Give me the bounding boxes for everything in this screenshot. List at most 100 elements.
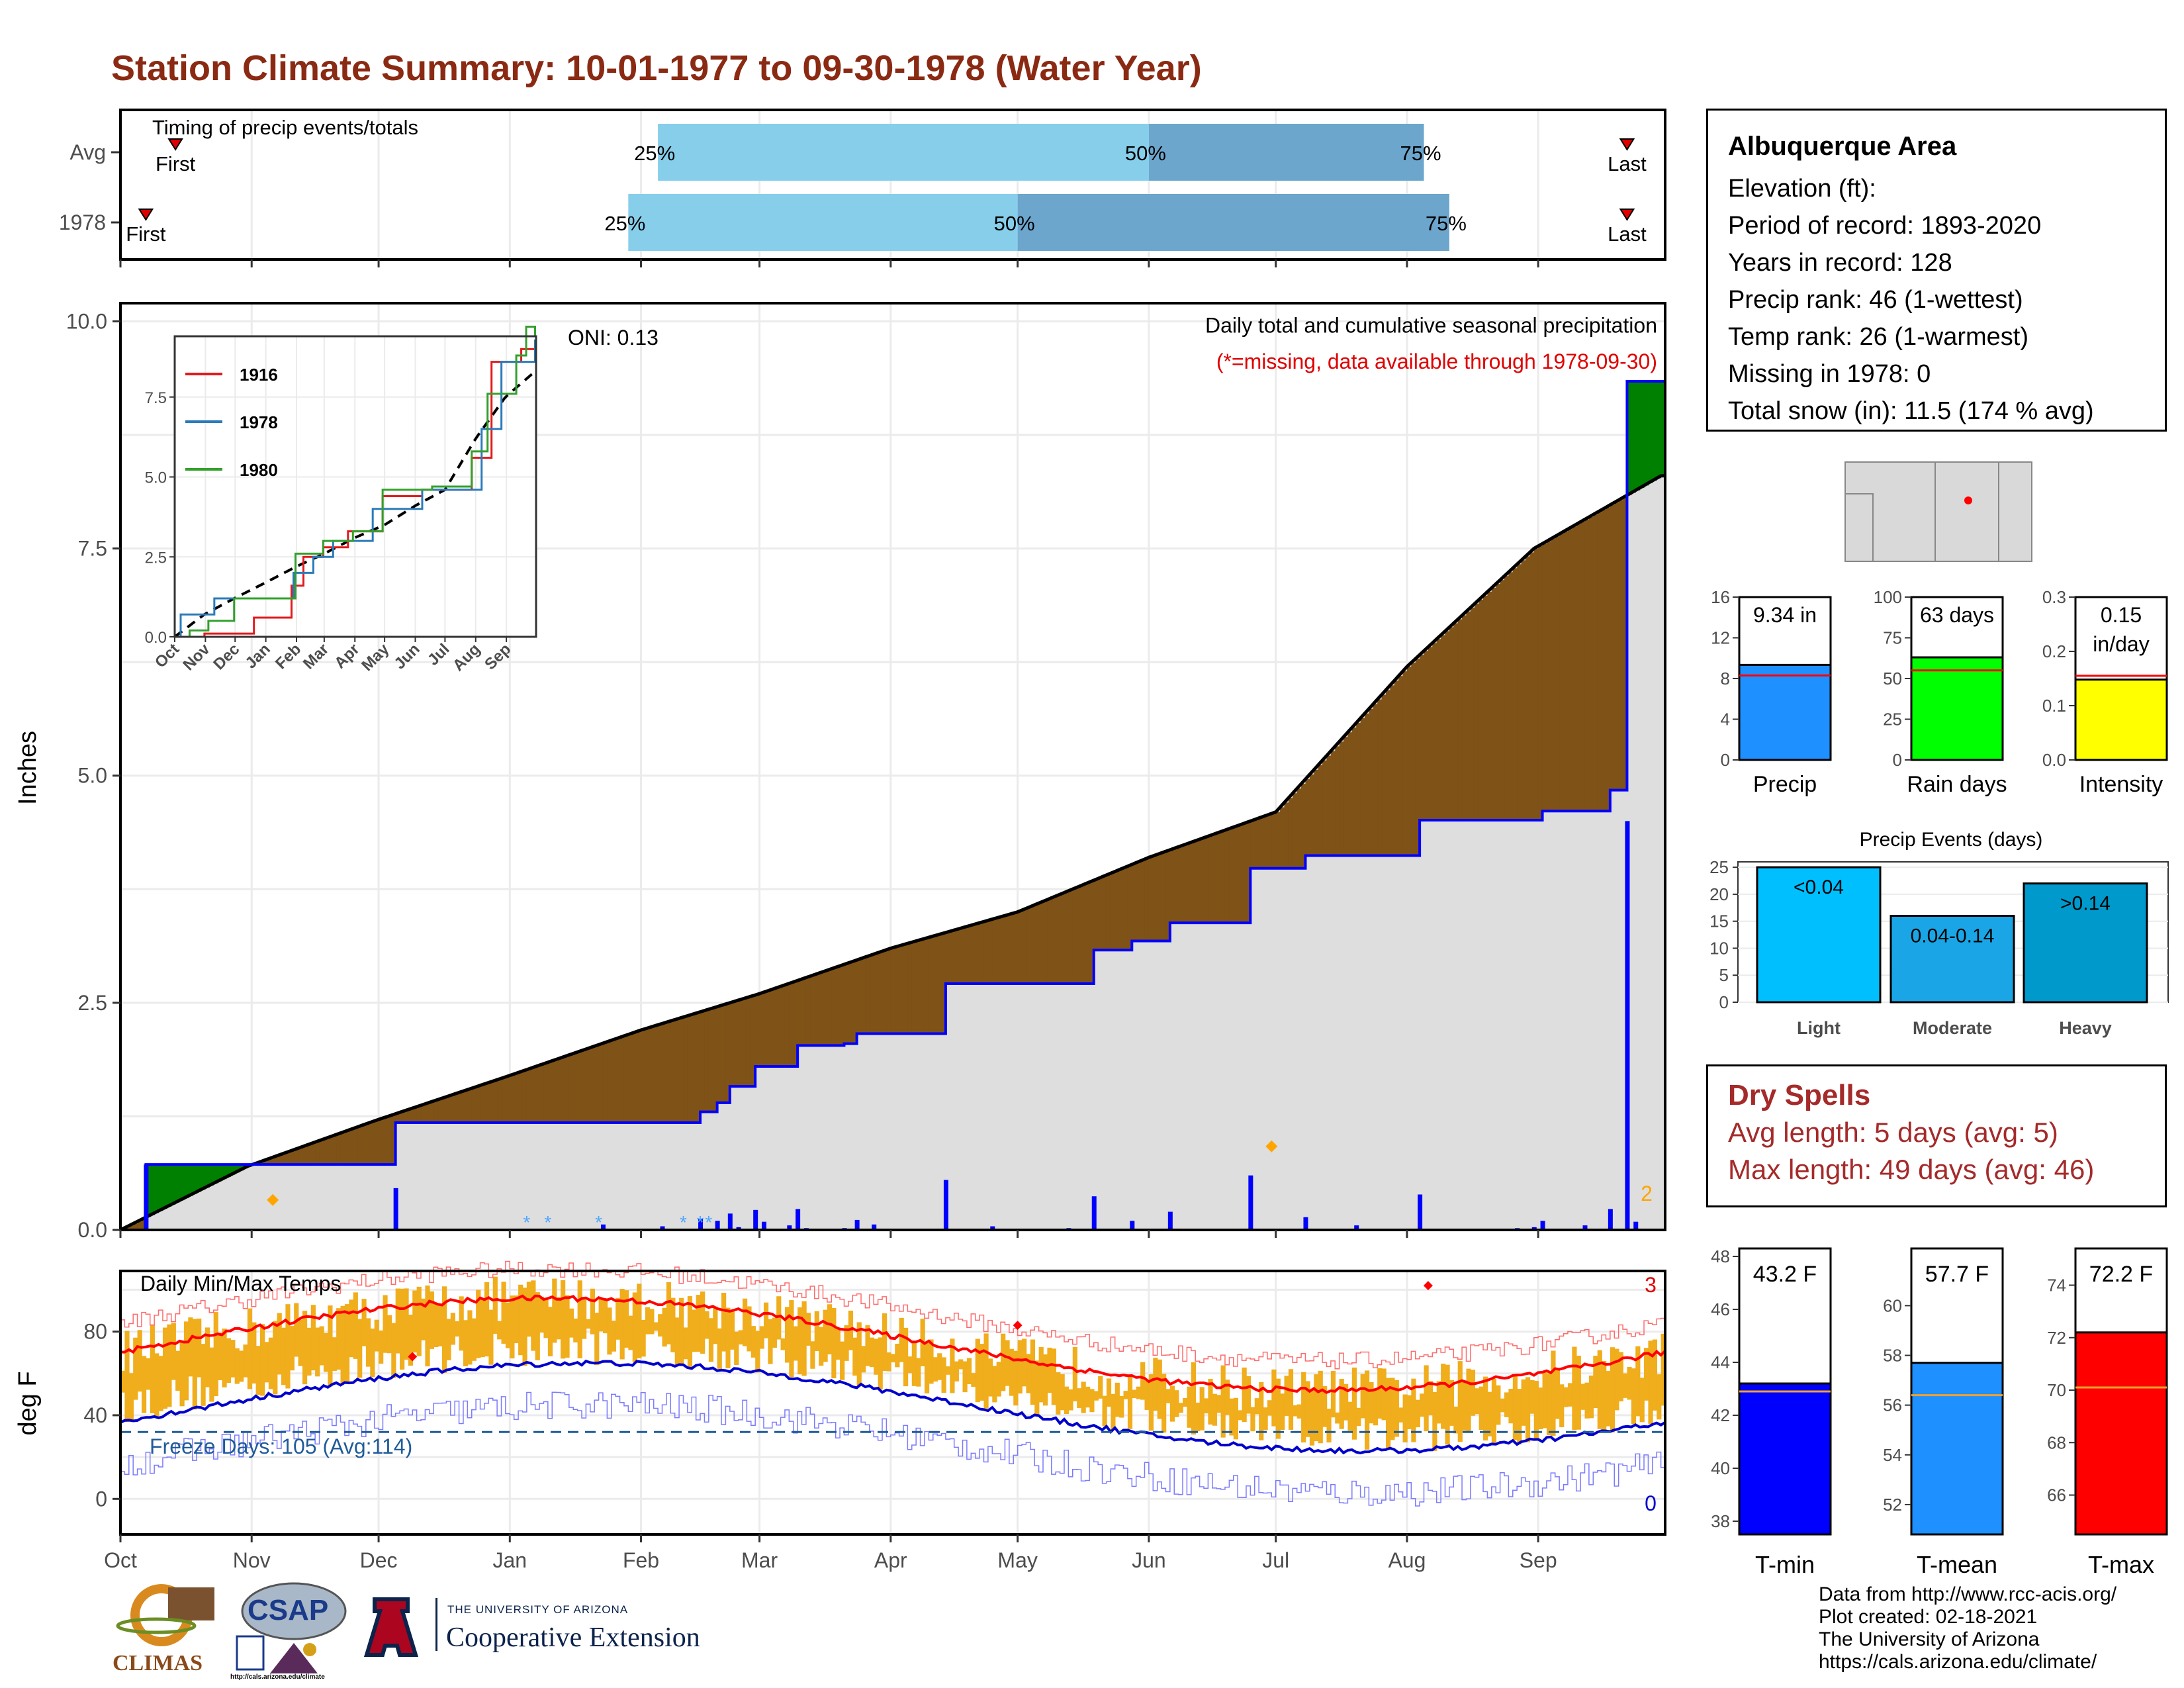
daily-temp-bar — [1508, 1389, 1514, 1424]
daily-temp-bar — [518, 1284, 523, 1356]
daily-temp-bar — [907, 1356, 913, 1374]
precip-events-category: Heavy — [2059, 1018, 2112, 1038]
deficit-area — [450, 1095, 455, 1123]
deficit-area — [1470, 607, 1475, 820]
daily-temp-bar — [1521, 1379, 1526, 1426]
deficit-area — [840, 966, 845, 1046]
deficit-area — [1022, 910, 1027, 984]
daily-temp-bar — [1132, 1389, 1137, 1399]
credit-line: Data from http://www.rcc-acis.org/ — [1819, 1583, 2117, 1605]
deficit-area — [400, 1112, 405, 1123]
deficit-area — [805, 977, 811, 1046]
deficit-area — [1512, 568, 1518, 820]
deficit-area — [1466, 611, 1471, 820]
deficit-area — [755, 995, 760, 1066]
daily-temp-bar — [1487, 1391, 1492, 1436]
daily-precip-bar — [1303, 1217, 1308, 1230]
record-high-marker — [1423, 1281, 1433, 1291]
surplus-area — [162, 1164, 167, 1209]
daily-temp-bar — [268, 1337, 274, 1389]
daily-temp-bar — [1369, 1382, 1374, 1424]
deficit-area — [1267, 815, 1272, 868]
temp-ytick-label: 40 — [83, 1403, 107, 1427]
daily-temp-bar — [480, 1299, 485, 1358]
daily-temp-bar — [1017, 1340, 1023, 1394]
daily-temp-bar — [1293, 1405, 1298, 1417]
deficit-area — [1056, 896, 1061, 984]
deficit-area — [1288, 798, 1293, 868]
deficit-area — [692, 1014, 697, 1123]
deficit-area — [992, 919, 997, 984]
deficit-area — [1432, 643, 1437, 820]
daily-temp-bar — [146, 1358, 151, 1390]
deficit-area — [848, 962, 853, 1044]
avg-max-line — [120, 1294, 1666, 1394]
deficit-area — [649, 1027, 655, 1123]
deficit-area — [480, 1085, 485, 1123]
daily-temp-bar — [713, 1306, 718, 1344]
surplus-area — [1631, 381, 1636, 493]
deficit-area — [1242, 823, 1247, 923]
snow-marker: * — [595, 1212, 602, 1233]
inset-series-line-1980 — [175, 326, 537, 638]
deficit-area — [874, 954, 879, 1034]
daily-temp-bar — [1030, 1339, 1036, 1405]
daily-temp-bar — [289, 1326, 295, 1371]
daily-temp-bar — [1360, 1374, 1365, 1419]
daily-temp-bar — [1479, 1386, 1484, 1430]
daily-precip-bar — [1248, 1175, 1253, 1230]
credit-line: Plot created: 02-18-2021 — [1819, 1606, 2038, 1628]
summary-bar-value: in/day — [2093, 632, 2149, 656]
daily-temp-bar — [306, 1327, 312, 1376]
deficit-area — [700, 1011, 705, 1112]
ua-logo: THE UNIVERSITY OF ARIZONA Cooperative Ex… — [361, 1594, 745, 1667]
deficit-area — [1254, 820, 1259, 868]
daily-temp-bar — [1187, 1386, 1192, 1428]
deficit-area — [1314, 769, 1319, 856]
deficit-area — [810, 976, 815, 1046]
daily-temp-bar — [1356, 1407, 1361, 1427]
precip-ytick-label: 5.0 — [78, 764, 107, 788]
precip-events-bar — [2023, 882, 2148, 1004]
timing-label: Timing of precip events/totals — [152, 116, 418, 139]
daily-temp-bar — [128, 1373, 134, 1421]
deficit-area — [535, 1066, 540, 1123]
daily-temp-bar — [1580, 1383, 1586, 1410]
surplus-area — [197, 1164, 202, 1192]
summary-bar-value: 0.15 — [2101, 603, 2142, 627]
deficit-area — [856, 960, 862, 1034]
deficit-area — [586, 1049, 591, 1123]
temp-summary-tick-label: 72 — [2047, 1328, 2066, 1348]
daily-temp-bar — [1238, 1410, 1243, 1421]
daily-temp-bar — [273, 1321, 278, 1395]
temp-summary-label: T-mean — [1917, 1551, 1997, 1578]
daily-temp-bar — [1661, 1333, 1666, 1406]
daily-temp-bar — [971, 1373, 976, 1387]
summary-bar-value: 9.34 in — [1753, 603, 1817, 627]
daily-temp-bar — [962, 1361, 968, 1393]
daily-temp-bar — [975, 1338, 980, 1403]
deficit-area — [933, 936, 938, 1034]
surplus-area — [158, 1164, 163, 1211]
deficit-area — [1238, 825, 1243, 923]
daily-temp-bar — [916, 1358, 921, 1387]
daily-temp-bar — [1635, 1346, 1641, 1417]
daily-temp-bar — [823, 1309, 828, 1362]
daily-temp-bar — [383, 1295, 388, 1353]
deficit-area — [1169, 849, 1175, 923]
daily-temp-bar — [1343, 1383, 1349, 1421]
daily-temp-bar — [1533, 1381, 1539, 1440]
deficit-area — [437, 1100, 443, 1123]
daily-temp-bar — [1208, 1379, 1213, 1425]
daily-temp-bar — [1098, 1376, 1103, 1399]
deficit-area — [1479, 599, 1484, 820]
daily-temp-bar — [1330, 1370, 1336, 1418]
deficit-area — [1453, 623, 1459, 820]
deficit-area — [1572, 526, 1577, 812]
deficit-area — [561, 1058, 566, 1123]
climas-logo: CLIMAS — [110, 1583, 217, 1681]
daily-temp-bar — [1089, 1389, 1095, 1413]
deficit-area — [285, 1152, 291, 1165]
deficit-area — [721, 1005, 727, 1103]
